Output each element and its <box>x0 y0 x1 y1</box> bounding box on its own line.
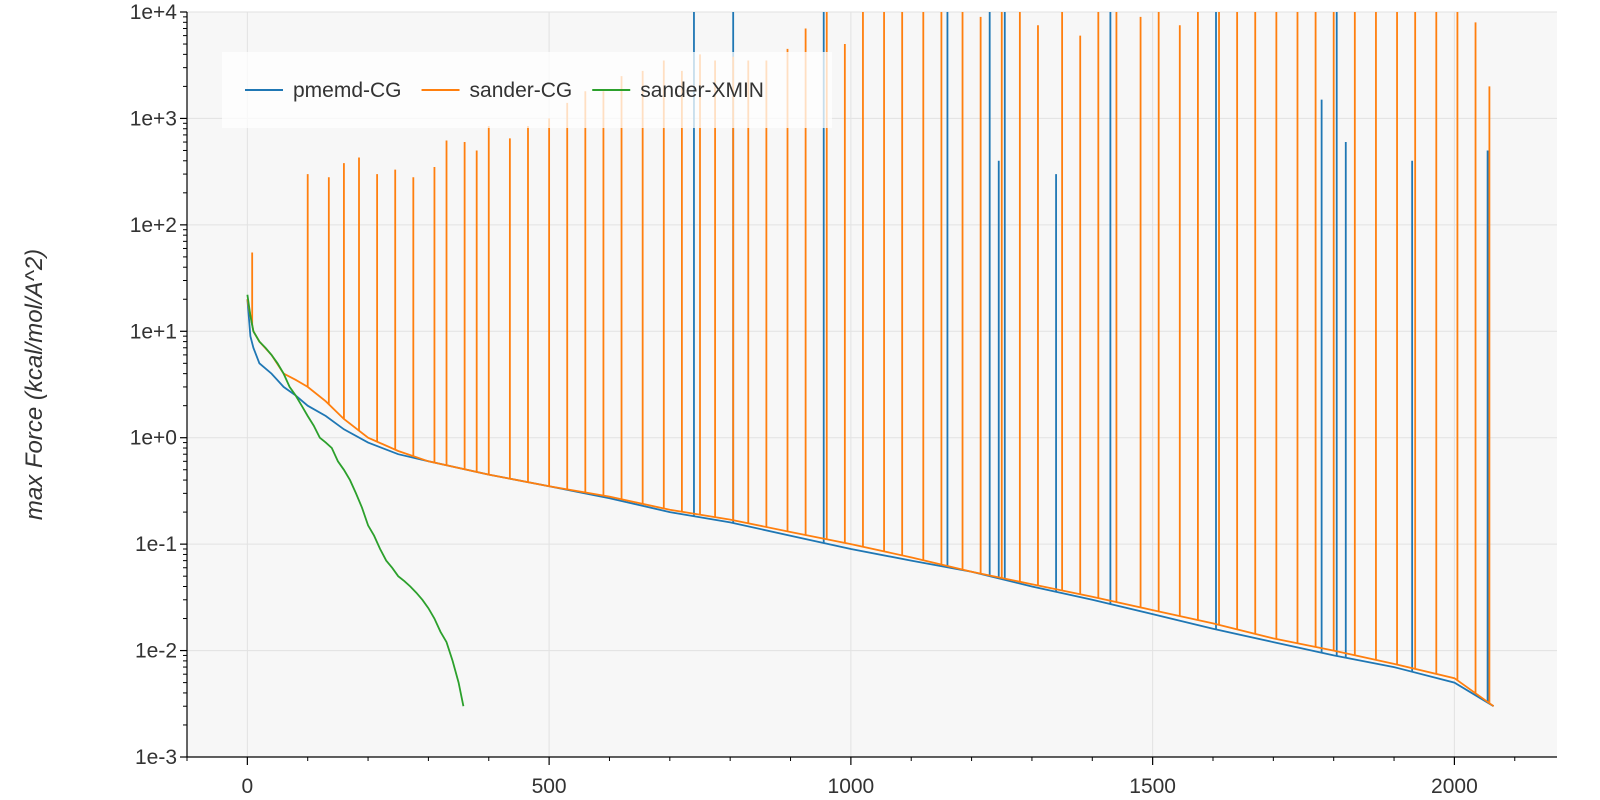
x-tick-label: 1000 <box>828 775 875 798</box>
y-tick-label: 1e-2 <box>135 640 177 663</box>
y-tick-label: 1e+1 <box>130 320 177 343</box>
axes: 1e-3 1e-2 1e-1 1e+0 1e+1 1e+2 1e+3 1e+4 0 500 1000… <box>130 1 1557 798</box>
y-tick-label: 1e-1 <box>135 533 177 556</box>
y-tick-label: 1e-3 <box>135 746 177 769</box>
legend: pmemd-CG sander-CG sander-XMIN <box>222 52 832 128</box>
y-tick-label: 1e+0 <box>130 427 177 450</box>
x-tick-label: 0 <box>242 775 254 798</box>
series-line-pmemd-CG <box>246 299 1495 707</box>
legend-label: pmemd-CG <box>293 79 402 102</box>
series-lines <box>246 12 1495 707</box>
y-tick-label: 1e+4 <box>130 1 178 24</box>
x-tick-label: 1500 <box>1129 775 1176 798</box>
y-tick-label: 1e+2 <box>130 214 177 237</box>
legend-label: sander-XMIN <box>640 79 764 102</box>
y-axis-title: max Force (kcal/mol/A^2) <box>21 249 48 520</box>
x-tick-label: 500 <box>532 775 567 798</box>
x-tick-label: 2000 <box>1431 775 1478 798</box>
y-tick-label: 1e+3 <box>130 107 177 130</box>
plot-area <box>187 12 1557 757</box>
legend-label: sander-CG <box>470 79 573 102</box>
series-line-sander-XMIN <box>246 294 465 707</box>
legend-box <box>222 52 832 128</box>
